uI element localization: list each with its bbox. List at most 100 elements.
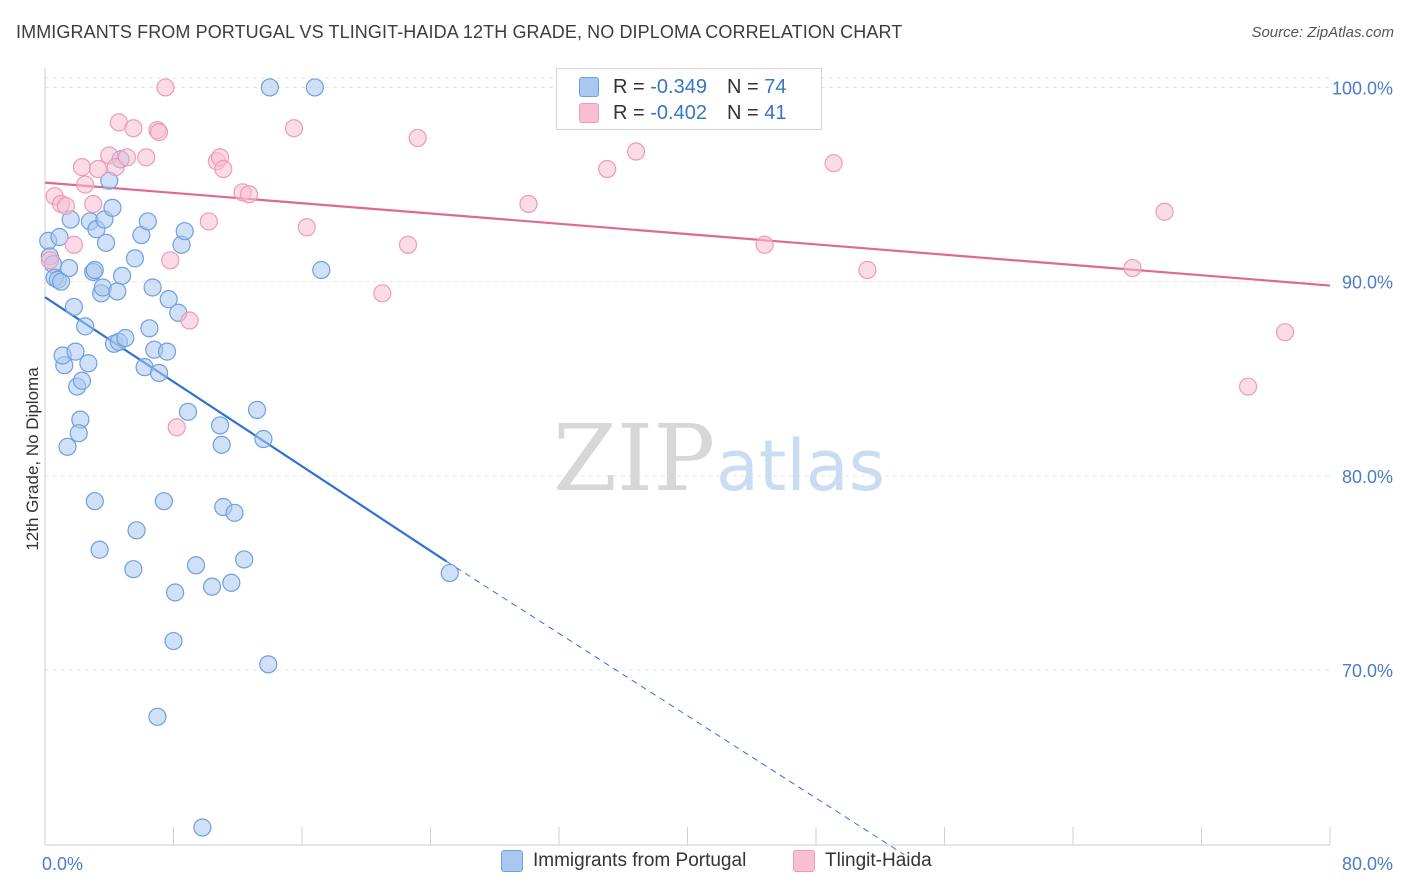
portugal-point xyxy=(72,371,92,390)
portugal-point xyxy=(108,282,127,301)
tlingit-point xyxy=(398,235,418,254)
tlingit-point xyxy=(239,185,259,204)
portugal-trend-extension xyxy=(446,560,905,856)
portugal-point xyxy=(64,297,84,317)
legend-r-value: -0.349 xyxy=(650,75,707,98)
tlingit-point xyxy=(76,175,95,194)
data-points xyxy=(39,78,1295,837)
portugal-point xyxy=(193,818,212,837)
y-tick-label: 80.0% xyxy=(1342,467,1393,487)
tlingit-point xyxy=(149,123,169,142)
tlingit-point xyxy=(598,159,617,179)
portugal-point xyxy=(103,198,122,217)
stats-legend: R = -0.349 N = 74 R = -0.402 N = 41 xyxy=(556,68,822,130)
portugal-point xyxy=(312,260,331,280)
tlingit-point xyxy=(519,194,538,214)
x-tick-label: 0.0% xyxy=(42,854,83,874)
portugal-point xyxy=(85,260,104,280)
watermark-atlas: atlas xyxy=(716,425,885,507)
legend-n-label: N = xyxy=(726,75,759,98)
tlingit-point xyxy=(408,128,427,148)
portugal-point xyxy=(143,278,162,297)
portugal-point xyxy=(76,317,95,336)
y-tick-label: 90.0% xyxy=(1342,273,1393,293)
portugal-point xyxy=(116,328,135,348)
legend-r-value: -0.402 xyxy=(650,101,707,124)
portugal-point xyxy=(235,550,254,569)
tlingit-point xyxy=(1238,377,1258,396)
legend-swatch-pink xyxy=(579,103,599,123)
y-tick-label: 100.0% xyxy=(1332,78,1393,98)
y-tick-label: 70.0% xyxy=(1342,661,1393,681)
portugal-point xyxy=(90,540,109,559)
y-axis-label: 12th Grade, No Diploma xyxy=(23,367,42,551)
legend-r-label: R = xyxy=(613,101,645,124)
portugal-point xyxy=(164,631,183,651)
portugal-point xyxy=(305,78,324,97)
portugal-point xyxy=(260,78,279,97)
portugal-point xyxy=(124,560,143,579)
portugal-point xyxy=(247,400,267,419)
chart-title: IMMIGRANTS FROM PORTUGAL VS TLINGIT-HAID… xyxy=(16,22,903,42)
tlingit-point xyxy=(64,235,84,254)
portugal-point xyxy=(210,416,230,435)
portugal-point xyxy=(202,577,222,596)
tlingit-point xyxy=(1123,258,1142,278)
tlingit-point xyxy=(284,119,304,138)
tlingit-point xyxy=(1275,323,1295,342)
portugal-point xyxy=(157,342,177,361)
tlingit-point xyxy=(167,418,186,437)
portugal-point xyxy=(66,342,85,361)
tlingit-point xyxy=(626,142,646,161)
tlingit-point xyxy=(117,148,137,167)
portugal-point xyxy=(254,429,273,449)
portugal-point xyxy=(112,266,132,285)
tlingit-point xyxy=(137,148,156,167)
axes xyxy=(44,68,1331,846)
portugal-point xyxy=(59,258,79,278)
portugal-point xyxy=(175,222,194,241)
portugal-point xyxy=(140,319,159,338)
portugal-point xyxy=(50,227,69,247)
tlingit-point xyxy=(858,260,877,280)
legend-label-tlingit: Tlingit-Haida xyxy=(825,850,932,871)
portugal-point xyxy=(222,573,241,592)
x-tick-label: 80.0% xyxy=(1342,854,1393,874)
legend-label-portugal: Immigrants from Portugal xyxy=(533,850,747,871)
tlingit-point xyxy=(824,154,843,173)
portugal-point xyxy=(212,435,231,454)
watermark-zip: ZIP xyxy=(553,405,715,512)
portugal-point xyxy=(154,492,173,511)
portugal-point xyxy=(259,655,278,674)
source-label: Source: ZipAtlas.com xyxy=(1251,24,1394,41)
portugal-point xyxy=(127,521,146,540)
portugal-point xyxy=(149,363,169,383)
legend-item-portugal: Immigrants from Portugal xyxy=(501,850,746,872)
portugal-point xyxy=(148,707,167,726)
portugal-point xyxy=(96,233,116,252)
portugal-point xyxy=(58,437,77,456)
portugal-point xyxy=(440,563,459,583)
tlingit-point xyxy=(373,284,392,303)
legend-swatch-pink xyxy=(793,850,815,872)
tlingit-point xyxy=(72,157,92,177)
tlingit-point xyxy=(755,235,774,254)
portugal-point xyxy=(186,556,206,575)
legend-n-value: 41 xyxy=(764,101,787,124)
legend-n-value: 74 xyxy=(764,75,787,98)
tick-labels: 100.0% 90.0% 80.0% 70.0% 0.0% 80.0% xyxy=(42,78,1393,874)
portugal-point xyxy=(178,402,198,421)
portugal-point xyxy=(79,354,98,373)
legend-swatch-blue xyxy=(579,77,599,97)
tlingit-point xyxy=(156,78,175,97)
tlingit-point xyxy=(297,218,316,237)
tlingit-point xyxy=(214,159,233,179)
portugal-point xyxy=(166,583,185,602)
tlingit-point xyxy=(56,196,75,216)
legend-item-tlingit: Tlingit-Haida xyxy=(793,850,932,872)
portugal-point xyxy=(85,492,104,511)
watermark: ZIP atlas xyxy=(553,405,885,512)
legend-row-tlingit: R = -0.402 N = 41 xyxy=(579,101,786,125)
tlingit-point xyxy=(180,311,199,330)
legend-r-label: R = xyxy=(613,75,645,98)
